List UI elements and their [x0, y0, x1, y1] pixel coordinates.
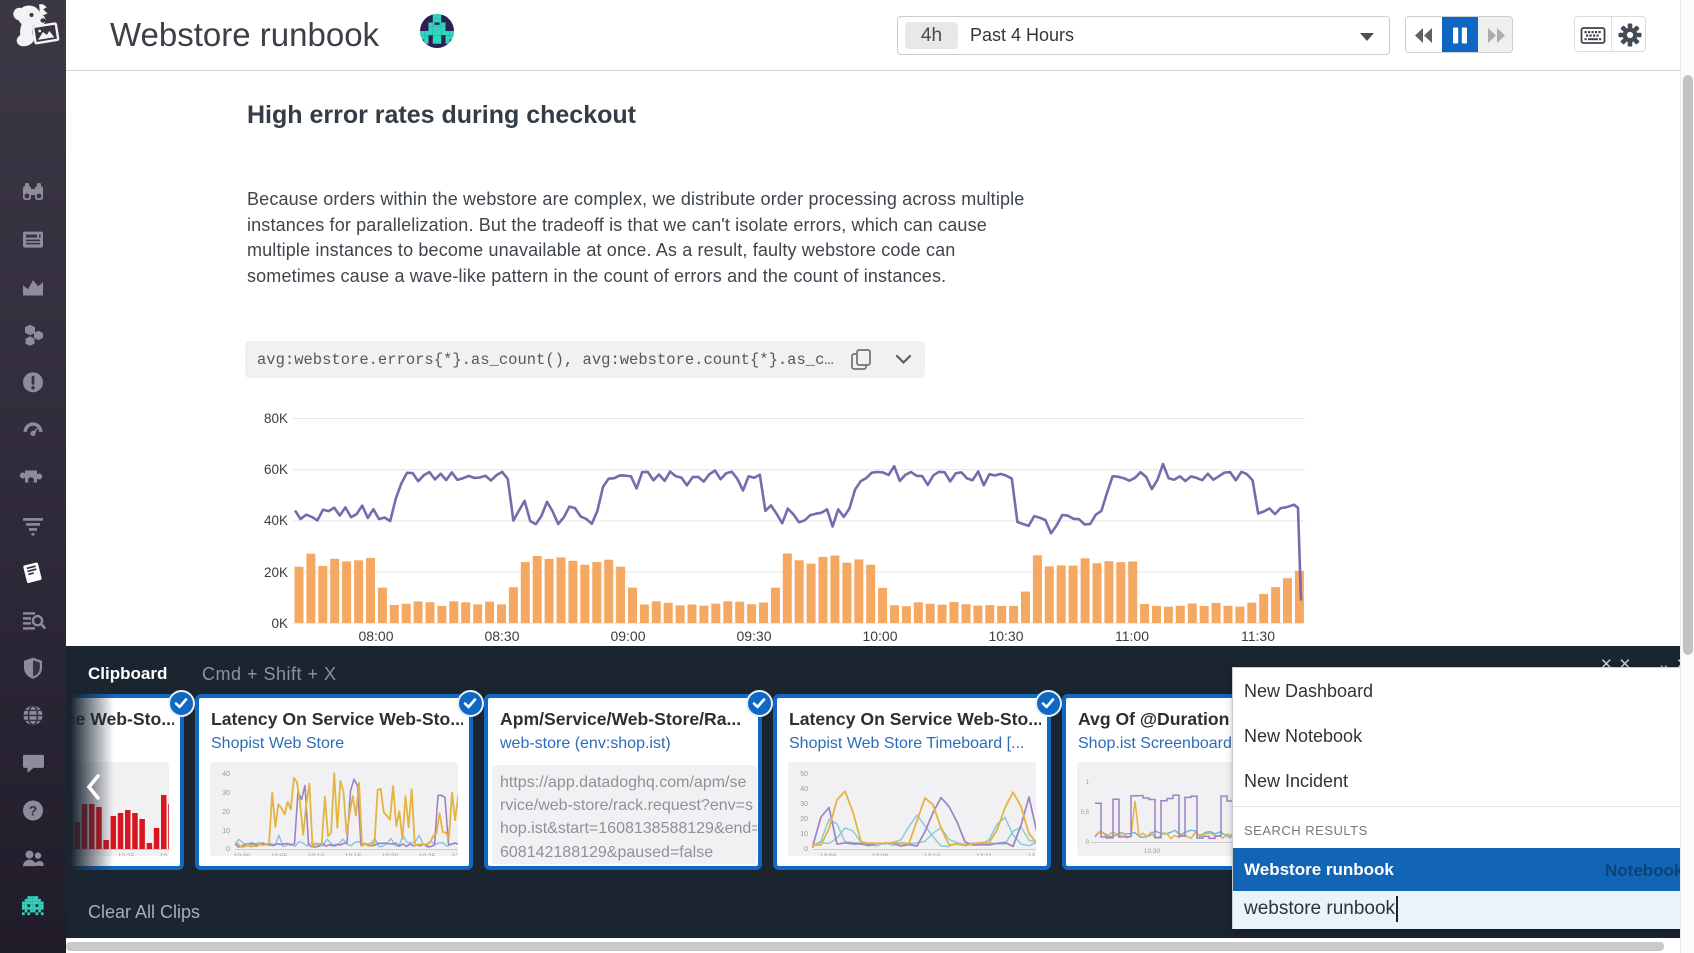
svg-text:10:00: 10:00: [234, 853, 251, 856]
svg-text:0: 0: [226, 846, 230, 853]
svg-text:10:30: 10:30: [452, 853, 458, 856]
svg-text:10:20: 10:20: [382, 853, 399, 856]
svg-text:10:30: 10:30: [1144, 848, 1161, 855]
svg-text:60K: 60K: [264, 462, 288, 477]
svg-text:08:30: 08:30: [484, 628, 519, 644]
svg-text:13:08: 13:08: [820, 853, 837, 856]
svg-text:10: 10: [800, 831, 808, 838]
svg-text:?: ?: [29, 803, 38, 819]
svg-text:0K: 0K: [271, 616, 288, 631]
svg-text:11:30: 11:30: [1241, 628, 1275, 644]
svg-text:13:09: 13:09: [872, 853, 889, 856]
svg-text:20K: 20K: [264, 565, 288, 580]
svg-text:0: 0: [804, 846, 808, 853]
svg-text:30: 30: [800, 801, 808, 808]
svg-text:10:30: 10:30: [988, 628, 1023, 644]
svg-text:0.5: 0.5: [1081, 810, 1090, 816]
svg-text:10:25: 10:25: [419, 853, 436, 856]
svg-text:0: 0: [1086, 840, 1090, 846]
svg-text:09:30: 09:30: [736, 628, 771, 644]
svg-text:13:10: 13:10: [924, 853, 941, 856]
svg-text:10:25: 10:25: [118, 853, 135, 856]
svg-text:1: 1: [1086, 780, 1090, 786]
svg-text:08:00: 08:00: [358, 628, 393, 644]
svg-text:13:11: 13:11: [976, 853, 992, 856]
svg-text:10:10: 10:10: [308, 853, 325, 856]
svg-text:10:30: 10:30: [160, 853, 169, 856]
svg-text:10:05: 10:05: [271, 853, 288, 856]
svg-text:80K: 80K: [264, 411, 288, 426]
svg-text:30: 30: [222, 790, 230, 797]
svg-text:40: 40: [222, 771, 230, 778]
svg-text:50: 50: [800, 771, 808, 778]
svg-text:40: 40: [800, 786, 808, 793]
svg-text:09:00: 09:00: [610, 628, 645, 644]
svg-text:20: 20: [800, 816, 808, 823]
svg-text:40K: 40K: [264, 513, 288, 528]
svg-text:13:12: 13:12: [1028, 853, 1036, 856]
svg-text:20: 20: [222, 809, 230, 816]
svg-text:10:15: 10:15: [345, 853, 362, 856]
svg-text:11:00: 11:00: [1115, 628, 1149, 644]
svg-text:10:00: 10:00: [862, 628, 897, 644]
svg-text:10: 10: [222, 828, 230, 835]
